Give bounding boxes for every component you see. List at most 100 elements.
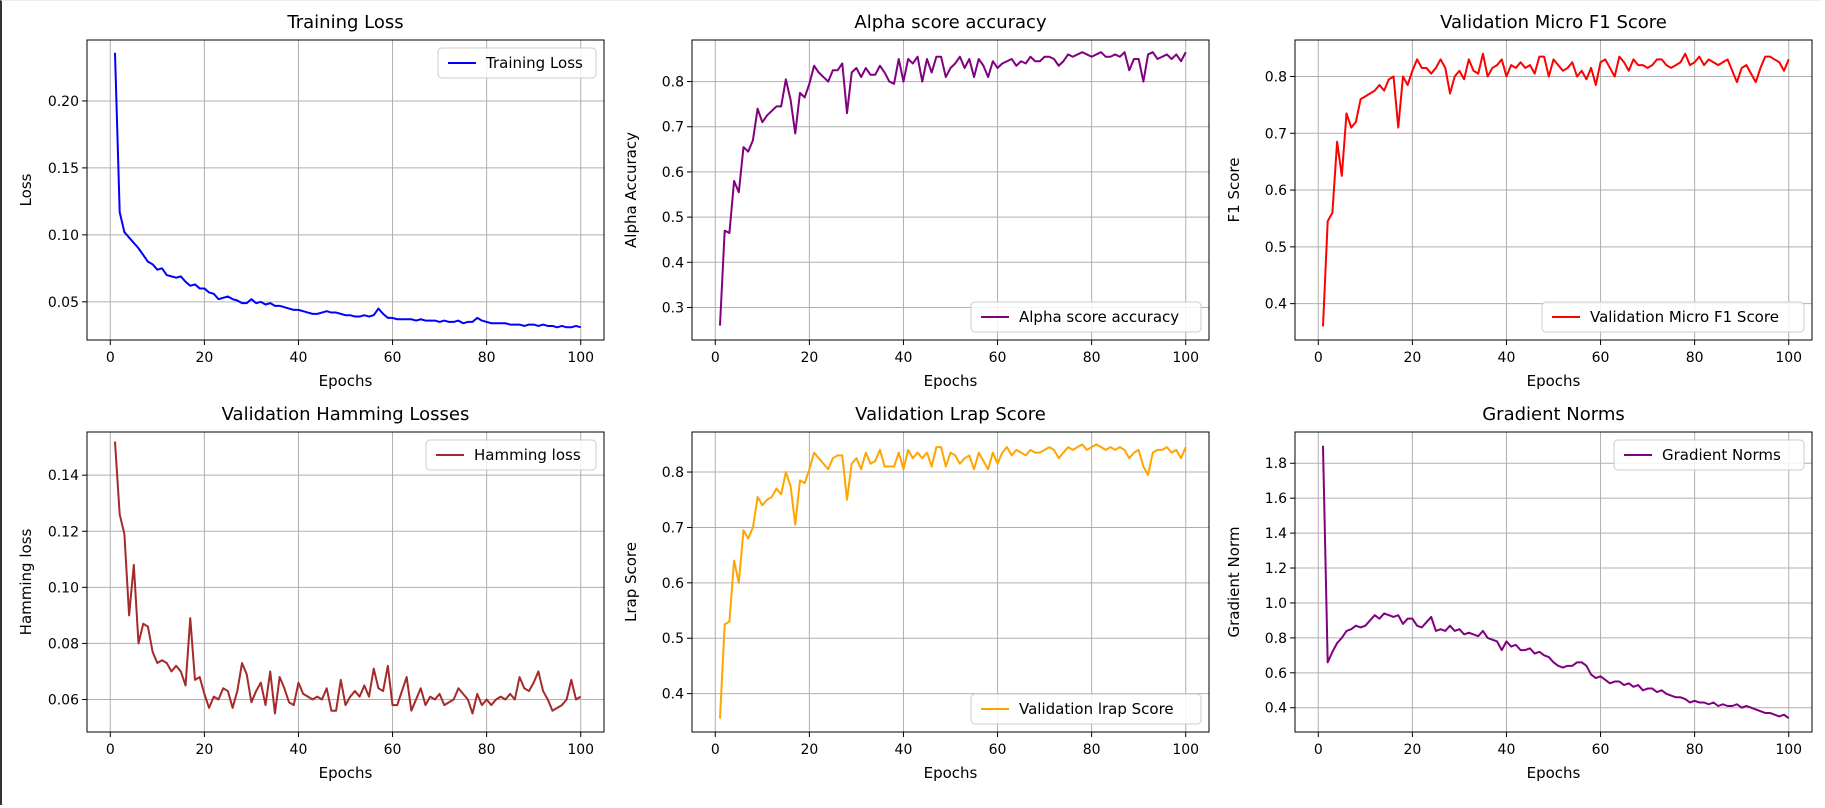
y-tick-label: 0.5 (662, 210, 684, 226)
x-tick-label: 0 (711, 742, 720, 758)
y-axis-label: Hamming loss (17, 529, 35, 636)
legend-label: Training Loss (485, 54, 583, 72)
legend-box (970, 301, 1202, 333)
legend-box (970, 693, 1202, 725)
y-tick-label: 0.3 (662, 300, 684, 316)
y-tick-label: 0.8 (662, 465, 684, 481)
x-tick-label: 80 (1083, 350, 1101, 366)
chart-title: Validation Micro F1 Score (1440, 12, 1667, 33)
series-line-1 (718, 443, 1187, 719)
y-tick-label: 0.4 (662, 255, 684, 271)
y-tick-label: 0.5 (662, 631, 684, 647)
x-tick-label: 40 (895, 742, 913, 758)
x-tick-label: 40 (290, 350, 308, 366)
y-tick-label: 0.08 (48, 636, 79, 652)
legend-label: Hamming loss (474, 446, 581, 464)
x-tick-label: 20 (1403, 350, 1421, 366)
x-axis-label: Epochs (924, 764, 978, 782)
legend-label: Validation Micro F1 Score (1590, 308, 1779, 326)
x-tick-label: 100 (1775, 742, 1802, 758)
y-tick-label: 0.8 (1265, 69, 1287, 85)
legend-box (437, 47, 597, 79)
subplot-4: 0 20 40 60 80 100 0.06 0.08 0.10 0.12 0.14 Validati… (17, 404, 605, 782)
y-tick-label: 0.10 (48, 580, 79, 596)
x-tick-label: 40 (1498, 350, 1516, 366)
y-tick-label: 0.6 (1265, 183, 1287, 199)
x-axis-label: Epochs (924, 372, 978, 390)
y-tick-label: 0.15 (48, 161, 79, 177)
y-tick-label: 0.6 (662, 576, 684, 592)
axes-frame (691, 39, 1210, 341)
y-tick-label: 0.6 (1265, 666, 1287, 682)
x-axis-label: Epochs (319, 372, 373, 390)
y-tick-label: 0.6 (662, 165, 684, 181)
y-tick-label: 1.4 (1265, 526, 1287, 542)
chart-title: Training Loss (286, 12, 403, 33)
x-tick-label: 80 (1083, 742, 1101, 758)
x-tick-label: 40 (1498, 742, 1516, 758)
x-tick-label: 0 (106, 350, 115, 366)
axes-frame (1294, 431, 1813, 733)
x-tick-label: 60 (384, 350, 402, 366)
legend-box (1613, 439, 1805, 471)
axes-frame (86, 431, 605, 733)
x-axis-label: Epochs (1527, 764, 1581, 782)
x-tick-label: 20 (195, 350, 213, 366)
legend-label: Gradient Norms (1662, 446, 1781, 464)
subplot-6: 0 20 40 60 80 100 0.4 0.6 0.8 1.0 1.2 1.4 1.6 1.8 Grad… (1225, 404, 1813, 782)
y-tick-label: 0.12 (48, 524, 79, 540)
x-tick-label: 0 (1314, 742, 1323, 758)
y-tick-label: 0.7 (662, 520, 684, 536)
subplot-1: 0 20 40 60 80 100 0.05 0.10 0.15 0.20 Training Los… (17, 12, 605, 390)
legend-label: Validation lrap Score (1019, 700, 1174, 718)
legend-box (1541, 301, 1805, 333)
y-tick-label: 1.0 (1265, 596, 1287, 612)
x-axis-label: Epochs (1527, 372, 1581, 390)
y-tick-label: 0.05 (48, 295, 79, 311)
x-tick-label: 100 (567, 742, 594, 758)
series-line-1 (1321, 52, 1790, 327)
x-tick-label: 0 (106, 742, 115, 758)
y-tick-label: 0.06 (48, 692, 79, 708)
series-line-1 (718, 51, 1187, 326)
y-tick-label: 0.8 (662, 75, 684, 91)
y-tick-label: 1.2 (1265, 561, 1287, 577)
y-tick-label: 0.4 (1265, 701, 1287, 717)
chart-title: Validation Lrap Score (855, 404, 1046, 425)
chart-title: Gradient Norms (1482, 404, 1625, 425)
y-axis-label: Lrap Score (622, 542, 640, 622)
y-tick-label: 0.20 (48, 94, 79, 110)
x-tick-label: 100 (1172, 350, 1199, 366)
x-tick-label: 20 (1403, 742, 1421, 758)
y-axis-label: Loss (17, 173, 35, 206)
x-tick-label: 0 (711, 350, 720, 366)
y-axis-label: Gradient Norm (1225, 527, 1243, 638)
x-tick-label: 80 (1686, 350, 1704, 366)
x-tick-label: 80 (478, 742, 496, 758)
legend-label: Alpha score accuracy (1019, 308, 1179, 326)
x-tick-label: 0 (1314, 350, 1323, 366)
x-tick-label: 20 (800, 350, 818, 366)
series-line-1 (113, 441, 582, 715)
x-tick-label: 40 (895, 350, 913, 366)
y-tick-label: 1.8 (1265, 456, 1287, 472)
subplot-2: 0 20 40 60 80 100 0.3 0.4 0.5 0.6 0.7 0.8 Alpha scor… (622, 12, 1210, 390)
y-tick-label: 0.7 (1265, 126, 1287, 142)
chart-title: Validation Hamming Losses (222, 404, 470, 425)
x-tick-label: 20 (195, 742, 213, 758)
y-tick-label: 0.10 (48, 228, 79, 244)
subplot-3: 0 20 40 60 80 100 0.4 0.5 0.6 0.7 0.8 Validation Mi… (1225, 12, 1813, 390)
chart-title: Alpha score accuracy (854, 12, 1047, 33)
y-tick-label: 0.5 (1265, 240, 1287, 256)
x-tick-label: 60 (1592, 742, 1610, 758)
x-tick-label: 60 (1592, 350, 1610, 366)
axes-frame (86, 39, 605, 341)
x-tick-label: 40 (290, 742, 308, 758)
y-tick-label: 1.6 (1265, 491, 1287, 507)
subplot-5: 0 20 40 60 80 100 0.4 0.5 0.6 0.7 0.8 Validation Lr… (622, 404, 1210, 782)
axes-frame (691, 431, 1210, 733)
y-tick-label: 0.14 (48, 468, 79, 484)
x-axis-label: Epochs (319, 764, 373, 782)
